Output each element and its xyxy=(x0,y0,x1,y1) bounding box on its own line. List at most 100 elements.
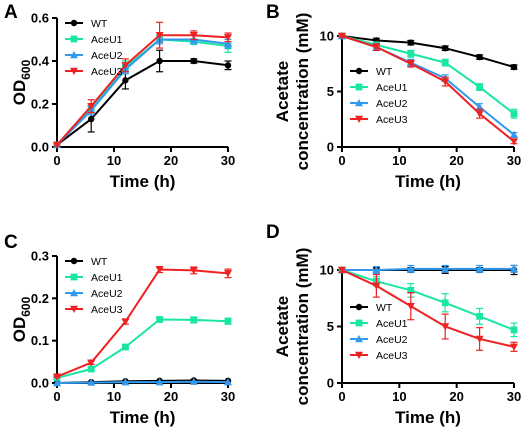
data-point xyxy=(476,53,483,61)
series-line xyxy=(56,268,229,378)
series-aceu2 xyxy=(338,264,518,274)
legend-marker xyxy=(70,19,78,27)
data-point xyxy=(189,267,198,275)
legend-label: AceU2 xyxy=(91,50,123,62)
x-tick-label: 10 xyxy=(107,153,121,168)
x-tick-label: 0 xyxy=(53,153,60,168)
legend-marker xyxy=(70,257,78,265)
series-wt xyxy=(338,32,518,71)
data-point xyxy=(190,57,197,65)
data-point xyxy=(476,312,483,320)
data-point xyxy=(510,130,518,138)
series-aceu1 xyxy=(53,36,232,149)
data-point xyxy=(510,110,518,118)
series-aceu1 xyxy=(53,316,232,382)
data-point xyxy=(510,326,518,334)
y-tick-label: 0 xyxy=(327,376,334,391)
y-tick-label: 10 xyxy=(320,263,334,278)
series-line xyxy=(341,35,515,143)
panel-letter: B xyxy=(266,2,280,23)
data-point xyxy=(224,39,232,47)
series-line xyxy=(341,35,515,115)
data-point xyxy=(121,378,130,386)
series-aceu1 xyxy=(338,266,518,338)
legend-label: AceU1 xyxy=(376,82,408,94)
data-point xyxy=(441,59,449,67)
data-point xyxy=(53,373,61,381)
panel-d: D 0 10 20 30 0 5 10 Time (h) Acetate concentration… xyxy=(266,222,521,427)
y-axis-title-main: OD xyxy=(10,317,29,343)
legend-label: AceU2 xyxy=(376,98,408,110)
y-axis-title-line: Acetate xyxy=(273,296,292,357)
legend-marker xyxy=(355,303,363,311)
y-axis-title-line: Acetate xyxy=(273,61,292,122)
legend: WT AceU1 AceU2 AceU3 xyxy=(65,256,123,316)
legend-label: WT xyxy=(376,66,393,78)
data-point xyxy=(53,141,61,149)
series-line xyxy=(56,318,229,379)
data-point xyxy=(372,266,381,274)
data-point xyxy=(87,365,95,373)
data-point xyxy=(372,282,381,290)
legend: WT AceU1 AceU2 AceU3 xyxy=(350,66,408,126)
data-point xyxy=(155,378,164,386)
x-axis-title: Time (h) xyxy=(395,408,461,427)
y-tick-label: 0 xyxy=(327,140,334,155)
y-tick-label: 0.2 xyxy=(31,291,49,306)
legend-marker xyxy=(355,351,363,359)
y-tick-label: 5 xyxy=(327,84,334,99)
data-point xyxy=(121,62,130,70)
legend-marker xyxy=(70,289,78,297)
y-axis-title-subscript: 600 xyxy=(19,296,33,316)
x-tick-label: 0 xyxy=(338,389,345,404)
data-point xyxy=(87,102,96,111)
data-point xyxy=(224,34,232,42)
legend-label: WT xyxy=(91,18,108,30)
data-point xyxy=(156,316,163,323)
series-line xyxy=(342,267,514,271)
legend-marker xyxy=(70,51,78,59)
data-point xyxy=(53,379,61,387)
legend-marker xyxy=(70,305,78,313)
y-axis-title-subscript: 600 xyxy=(19,59,33,79)
x-tick-label: 30 xyxy=(507,389,521,404)
legend-marker xyxy=(70,67,78,75)
legend-label: AceU1 xyxy=(376,318,408,330)
series-aceu3 xyxy=(53,265,232,381)
data-point xyxy=(475,264,484,273)
data-point xyxy=(189,32,198,40)
x-tick-label: 20 xyxy=(164,153,178,168)
data-point xyxy=(441,264,450,273)
data-point xyxy=(510,138,518,146)
y-axis-title: OD600 xyxy=(10,59,33,105)
legend-marker xyxy=(355,99,363,107)
series-aceu3 xyxy=(338,266,518,352)
data-point xyxy=(441,299,449,307)
data-point xyxy=(475,110,484,118)
x-tick-label: 30 xyxy=(221,389,235,404)
data-point xyxy=(189,377,198,385)
series-line xyxy=(56,34,229,146)
data-point xyxy=(407,39,414,46)
data-point xyxy=(442,45,449,52)
data-point xyxy=(510,343,518,351)
y-tick-label: 0.6 xyxy=(31,11,49,26)
legend: WT AceU1 AceU2 AceU3 xyxy=(65,18,123,78)
legend-marker xyxy=(355,319,363,327)
data-point xyxy=(510,264,518,273)
x-axis-title: Time (h) xyxy=(110,408,176,427)
series-aceu2 xyxy=(53,377,232,387)
x-tick-label: 0 xyxy=(53,389,60,404)
panel-letter: A xyxy=(4,2,18,23)
data-point xyxy=(224,317,232,325)
data-point xyxy=(407,50,415,58)
x-axis-title: Time (h) xyxy=(395,172,461,191)
legend-label: AceU3 xyxy=(376,114,408,126)
panel-a: A 0 10 20 30 0.0 0.2 0.4 0.6 Time (h) OD600 WT AceU1… xyxy=(4,2,235,191)
data-point xyxy=(155,266,164,274)
y-axis-title: OD600 xyxy=(10,296,33,342)
data-point xyxy=(372,43,381,52)
y-tick-label: 0.3 xyxy=(31,249,49,264)
data-point xyxy=(475,335,484,343)
x-tick-label: 0 xyxy=(338,153,345,168)
